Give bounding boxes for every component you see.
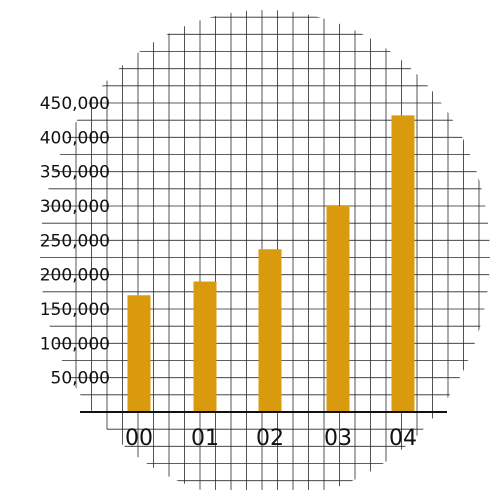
y-tick-label: 200,000 <box>40 266 110 286</box>
x-tick-label: 00 <box>125 426 153 451</box>
bar-00 <box>127 295 151 412</box>
y-tick-label: 250,000 <box>40 231 110 251</box>
x-tick-label: 02 <box>256 426 284 451</box>
x-tick-label: 04 <box>389 426 417 451</box>
bar-02 <box>258 249 282 412</box>
y-tick-label: 350,000 <box>40 163 110 183</box>
bars-group <box>127 115 415 413</box>
y-axis-ticks: 50,000 100,000 150,000 200,000 250,000 300,00… <box>40 94 110 389</box>
bar-01 <box>193 281 217 412</box>
bar-04 <box>391 115 415 413</box>
y-tick-label: 300,000 <box>40 197 110 217</box>
y-tick-label: 150,000 <box>40 300 110 320</box>
y-tick-label: 50,000 <box>51 369 110 389</box>
y-tick-label: 400,000 <box>40 128 110 148</box>
x-axis-ticks: 00 01 02 03 04 <box>125 426 417 451</box>
x-tick-label: 01 <box>191 426 219 451</box>
y-tick-label: 100,000 <box>40 334 110 354</box>
x-tick-label: 03 <box>324 426 352 451</box>
y-tick-label: 450,000 <box>40 94 110 114</box>
bar-03 <box>326 206 350 412</box>
